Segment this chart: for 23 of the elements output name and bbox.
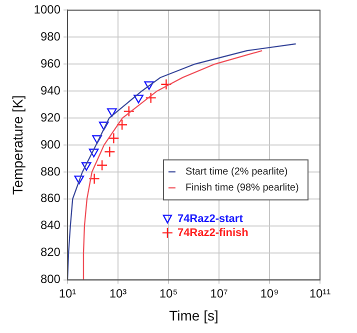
x-tick-label: 10⁵	[159, 286, 178, 300]
x-tick-label: 10¹	[58, 286, 76, 300]
legend-label: Start time (2% pearlite)	[185, 166, 288, 178]
x-tick-label: 10¹¹	[309, 286, 331, 300]
y-tick-label: 840	[40, 218, 61, 232]
y-tick-label: 900	[40, 137, 61, 152]
x-tick-label: 10⁷	[210, 286, 228, 300]
x-tick-label: 10³	[109, 286, 127, 300]
y-tick-label: 960	[40, 56, 61, 70]
x-axis-title: Time [s]	[169, 307, 218, 324]
y-axis-title: Temperature [K]	[9, 95, 26, 195]
legend-label: 74Raz2-finish	[177, 226, 249, 239]
legend-label: 74Raz2-start	[177, 212, 244, 225]
legend-label: Finish time (98% pearlite)	[185, 182, 299, 194]
y-tick-label: 980	[40, 29, 61, 44]
y-tick-label: 880	[40, 164, 61, 178]
y-tick-label: 860	[40, 191, 61, 206]
y-tick-label: 800	[40, 272, 61, 286]
x-tick-label: 10⁹	[260, 286, 279, 300]
y-tick-label: 920	[40, 110, 61, 124]
y-tick-label: 940	[40, 83, 61, 98]
y-tick-label: 1000	[34, 2, 61, 17]
y-tick-label: 820	[40, 245, 61, 260]
